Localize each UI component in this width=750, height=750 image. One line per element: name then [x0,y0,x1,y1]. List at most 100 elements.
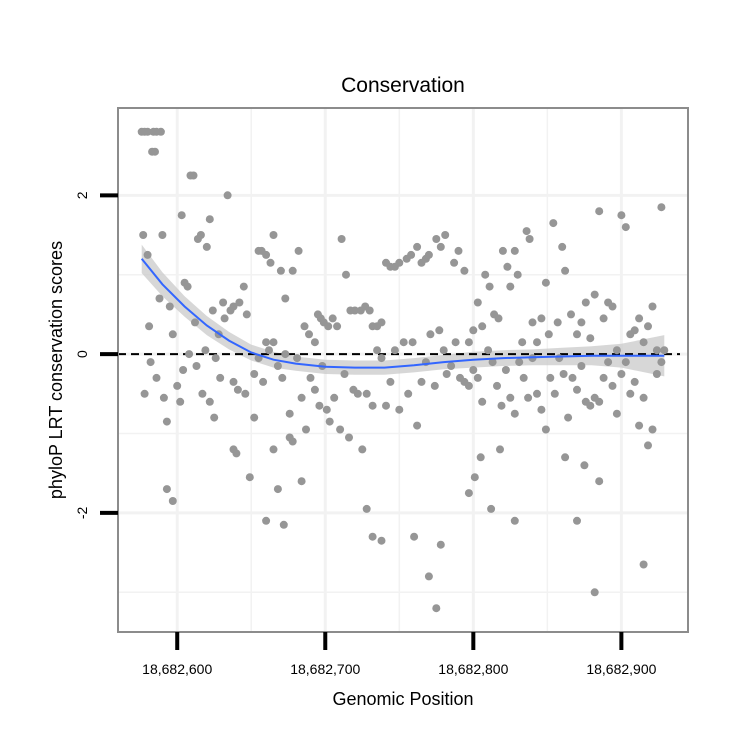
data-point [464,338,473,347]
data-point [447,362,456,370]
data-point [626,389,635,398]
data-point [306,373,315,382]
data-point [377,536,386,545]
data-point [294,246,303,255]
data-point [590,588,599,597]
y-tick-label: 0 [74,350,90,358]
data-point [464,381,473,390]
data-point [315,401,324,410]
data-point [639,338,648,347]
data-point [519,373,528,382]
data-point [162,485,171,494]
data-point [424,572,433,581]
data-point [432,235,441,243]
data-point [488,358,497,367]
data-point [639,560,648,569]
data-point [460,266,469,275]
data-point [450,258,459,267]
data-point [595,397,604,406]
data-point [413,421,422,430]
grid [118,108,688,632]
data-point [485,282,494,291]
data-point [183,282,192,291]
data-point [644,322,652,331]
data-point [239,282,248,291]
data-point [577,318,586,327]
data-point [269,445,278,454]
data-point [639,393,648,402]
data-point [158,231,167,239]
data-point [541,425,550,434]
data-point [525,235,534,243]
data-point [484,346,493,355]
data-point [435,326,444,335]
data-point [568,373,577,382]
chart-title: Conservation [341,74,465,97]
data-point [337,235,346,243]
data-point [581,298,590,307]
data-point [220,314,229,323]
data-point [310,338,319,347]
data-point [368,532,377,541]
data-point [208,306,217,315]
data-point [399,338,408,347]
data-point [168,330,177,339]
data-point [162,417,171,426]
y-tick-label: 2 [74,191,90,199]
data-point [644,441,652,450]
data-point [555,354,564,363]
data-point [155,294,164,303]
data-point [350,306,359,315]
data-point [278,373,287,382]
data-point [612,346,621,355]
data-point [353,389,362,398]
data-point [285,409,294,418]
data-point [156,127,165,136]
data-point [608,381,617,390]
y-axis-title: phyloP LRT conservation scores [46,241,66,499]
data-point [177,211,186,220]
data-point [470,473,479,482]
data-point [279,520,288,529]
data-point [608,302,617,311]
data-point [377,318,386,327]
data-point [417,377,426,386]
data-point [586,334,595,343]
data-point [340,370,349,378]
data-point [328,314,337,323]
data-point [496,445,504,454]
data-point [390,346,399,355]
data-point [652,370,661,378]
data-point [518,338,527,347]
data-point [140,389,149,398]
data-point [211,354,220,363]
data-point [395,258,404,267]
data-point [333,322,342,331]
data-point [173,381,182,390]
data-point [617,211,626,220]
data-point [524,393,533,402]
data-point [362,389,371,398]
data-point [219,298,228,307]
smooth-line [140,258,665,369]
data-point [630,326,639,335]
data-point [223,191,232,200]
data-point [159,393,168,402]
data-point [430,381,439,390]
data-point [288,266,297,275]
data-point [617,370,626,378]
data-point [342,270,350,279]
data-point [242,310,251,319]
data-point [368,401,377,410]
x-tick-label: 18,682,700 [290,661,360,677]
data-point [345,433,353,442]
data-point [205,215,214,224]
data-point [362,504,371,513]
data-point [193,235,202,243]
data-point [604,358,613,367]
data-point [241,389,250,398]
data-point [469,326,478,335]
data-point [537,314,546,323]
data-point [324,322,333,331]
data-point [595,207,604,216]
